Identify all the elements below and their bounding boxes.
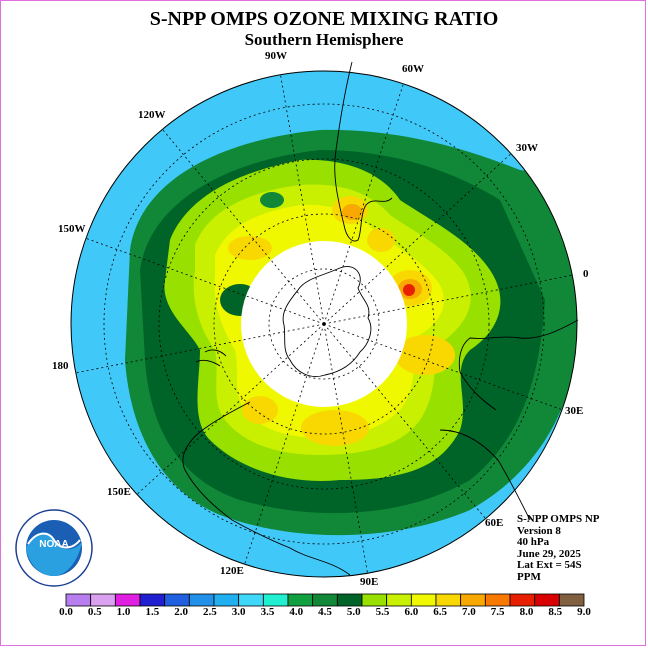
south-pole-marker <box>322 322 326 326</box>
band-3-0-patch <box>346 80 366 96</box>
colorbar-tick-label: 0.0 <box>59 606 73 618</box>
colorbar-swatch <box>484 593 511 607</box>
colorbar-swatch <box>435 593 462 607</box>
colorbar-swatch <box>139 593 166 607</box>
east-indies-coast <box>439 429 531 521</box>
colorbar-swatch <box>114 593 141 607</box>
colorbar-tick-label: 2.5 <box>203 606 217 618</box>
colorbar-tick-label: 5.5 <box>375 606 390 618</box>
colorbar-tick-label: 0.5 <box>87 606 102 618</box>
colorbar-swatch <box>65 593 92 607</box>
page-title: S-NPP OMPS OZONE MIXING RATIO <box>149 8 499 30</box>
band-4-5-island <box>260 192 284 208</box>
band-7-0-f <box>301 410 369 446</box>
colorbar-swatch <box>213 593 240 607</box>
info-block: S-NPP OMPS NP Version 8 40 hPa June 29, … <box>517 513 600 583</box>
colorbar-swatch <box>534 593 560 607</box>
colorbar-tick-label: 6.5 <box>433 606 447 618</box>
colorbar-swatch <box>336 593 363 607</box>
band-7-0-d <box>395 335 455 375</box>
colorbar-tick-label: 7.0 <box>462 606 476 618</box>
lon-label-180: 180 <box>52 360 69 372</box>
lon-label-90w: 90W <box>265 50 287 62</box>
colorbar-swatch <box>287 593 314 607</box>
lon-label-150w: 150W <box>58 223 86 235</box>
colorbar-tick-label: 7.5 <box>490 606 505 618</box>
colorbar-tick-label: 8.0 <box>519 606 534 618</box>
lon-label-60w: 60W <box>402 63 424 75</box>
lon-label-90e: 90E <box>360 576 379 588</box>
noaa-logo: NOAA <box>15 509 93 587</box>
info-units: PPM <box>517 570 541 583</box>
colorbar-swatch <box>386 593 412 607</box>
band-7-0-b <box>367 228 395 252</box>
colorbar-tick-label: 8.5 <box>548 606 563 618</box>
info-instrument: S-NPP OMPS NP <box>517 513 600 525</box>
noaa-logo-text: NOAA <box>39 539 68 550</box>
colorbar-swatch <box>262 593 289 607</box>
antarctica-coast <box>282 266 372 377</box>
colorbar-swatch <box>188 593 215 607</box>
colorbar <box>65 593 585 607</box>
lon-label-150e: 150E <box>107 486 131 498</box>
africa-coast <box>458 319 579 411</box>
colorbar-swatch <box>558 593 585 607</box>
colorbar-swatch <box>164 593 190 607</box>
info-level: 40 hPa <box>517 536 550 548</box>
coastlines <box>182 61 579 576</box>
band-8-0-c <box>403 284 415 296</box>
lon-label-60e: 60E <box>485 517 504 529</box>
colorbar-swatch <box>410 593 437 607</box>
colorbar-swatch <box>90 593 116 607</box>
colorbar-tick-label: 1.0 <box>116 606 131 618</box>
colorbar-swatch <box>460 593 486 607</box>
colorbar-tick-label: 9.0 <box>577 606 591 618</box>
lon-label-120w: 120W <box>138 109 166 121</box>
lon-label-30e: 30E <box>565 405 584 417</box>
lon-label-30w: 30W <box>516 142 538 154</box>
colorbar-swatch <box>238 593 264 607</box>
colorbar-tick-label: 1.5 <box>145 606 160 618</box>
south-america-coast <box>334 61 393 242</box>
info-lat-ext: Lat Ext = 54S <box>517 559 582 571</box>
band-7-5-a <box>342 204 362 220</box>
colorbar-tick-label: 4.0 <box>289 606 304 618</box>
info-version: Version 8 <box>517 524 561 537</box>
colorbar-swatch <box>361 593 388 607</box>
info-date: June 29, 2025 <box>517 547 581 560</box>
band-7-0-g <box>228 236 272 260</box>
colorbar-tick-label: 3.5 <box>260 606 275 618</box>
band-7-0-e <box>242 396 278 424</box>
colorbar-tick-label: 2.0 <box>174 606 188 618</box>
colorbar-swatch <box>312 593 338 607</box>
page-subtitle: Southern Hemisphere <box>244 30 404 49</box>
new-zealand-coast <box>195 349 227 367</box>
colorbar-tick-label: 6.0 <box>404 606 419 618</box>
colorbar-tick-label: 3.0 <box>231 606 246 618</box>
graticule <box>71 71 577 577</box>
colorbar-tick-label: 5.0 <box>346 606 361 618</box>
lon-label-120e: 120E <box>220 565 244 577</box>
colorbar-swatch <box>509 593 536 607</box>
lon-label-0: 0 <box>583 268 589 280</box>
map-boundary <box>70 70 578 578</box>
colorbar-tick-label: 4.5 <box>318 606 332 618</box>
australia-coast <box>182 401 351 576</box>
